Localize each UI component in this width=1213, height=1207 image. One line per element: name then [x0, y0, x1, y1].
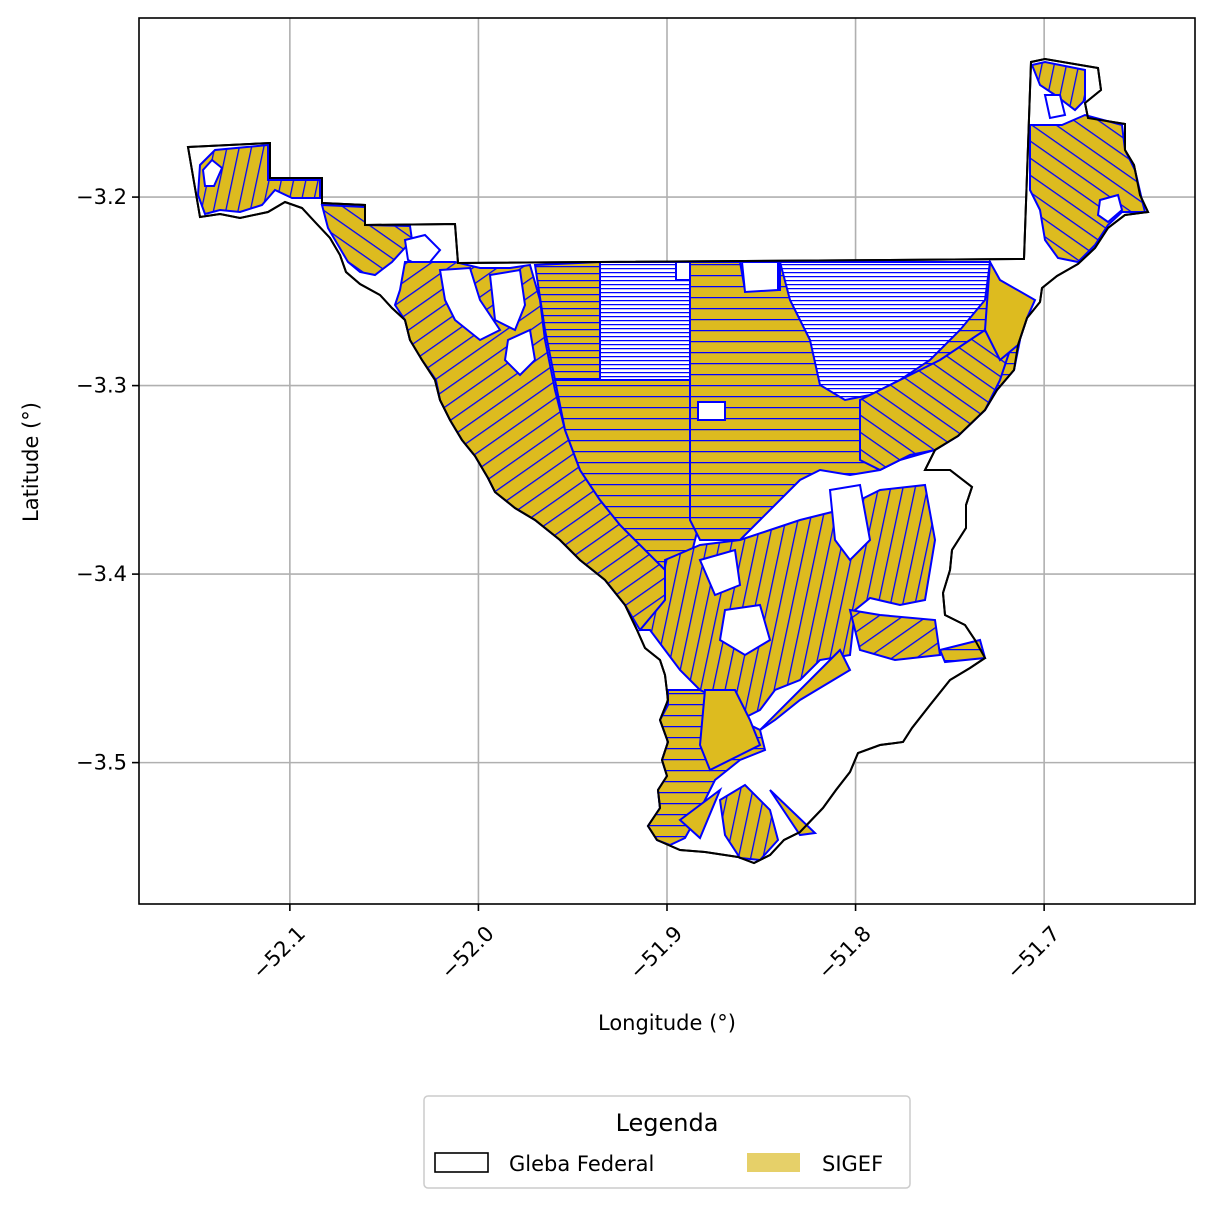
x-tick-label: −51.8 [813, 921, 875, 983]
sigef-parcel [488, 268, 527, 332]
legend-label-sigef: SIGEF [822, 1152, 883, 1176]
y-axis-label: Latitude (°) [19, 402, 43, 522]
y-tick-label: −3.5 [76, 751, 127, 775]
sigef-parcel [759, 648, 852, 731]
x-axis-label: Longitude (°) [598, 1011, 736, 1035]
legend-label-gleba: Gleba Federal [509, 1152, 654, 1176]
sigef-parcel [678, 787, 723, 840]
sigef-parcel [697, 401, 726, 421]
sigef-parcel [1030, 60, 1086, 112]
sigef-parcel [740, 261, 779, 294]
sigef-parcel [1029, 113, 1147, 264]
legend: Legenda Gleba Federal SIGEF [423, 1095, 911, 1189]
sigef-parcel [1043, 94, 1067, 120]
sigef-parcel [1096, 193, 1124, 224]
sigef-parcel [675, 261, 691, 281]
sigef-parcel [698, 548, 742, 597]
sigef-parcel [848, 608, 942, 662]
sigef-parcel [769, 789, 818, 837]
sigef-parcel [718, 783, 780, 862]
gleba-federal-outline [186, 57, 1150, 865]
x-tick-label: −51.7 [1002, 921, 1064, 983]
sigef-parcel [828, 483, 872, 562]
x-tick-label: −52.1 [248, 921, 310, 983]
y-tick-label: −3.3 [76, 374, 127, 398]
legend-swatch-gleba [434, 1152, 489, 1173]
legend-swatch-sigef [747, 1153, 800, 1172]
x-axis-ticks: −52.1 −52.0 −51.9 −51.8 −51.7 [248, 904, 1064, 984]
y-tick-label: −3.2 [76, 185, 127, 209]
sigef-parcel [196, 143, 321, 216]
sigef-parcels [196, 60, 1147, 862]
y-tick-label: −3.4 [76, 562, 127, 586]
x-tick-label: −52.0 [436, 921, 498, 983]
y-axis-ticks: −3.2 −3.3 −3.4 −3.5 [76, 185, 139, 775]
sigef-parcel [698, 689, 762, 772]
map-layers [186, 57, 1150, 865]
sigef-parcel [201, 158, 224, 187]
legend-title: Legenda [616, 1109, 719, 1137]
sigef-parcel [503, 328, 537, 377]
sigef-parcel [438, 266, 502, 342]
x-tick-label: −51.9 [625, 921, 687, 983]
sigef-parcel [718, 603, 772, 657]
sigef-parcel [403, 233, 442, 270]
